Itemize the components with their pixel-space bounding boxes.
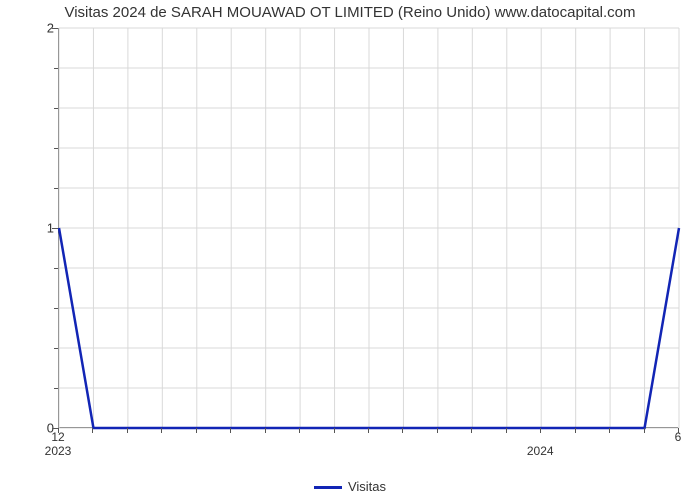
x-month-label: 6 (675, 430, 682, 444)
x-tick (127, 428, 128, 433)
x-tick (161, 428, 162, 433)
x-tick (644, 428, 645, 433)
x-tick (540, 428, 541, 433)
y-tick (54, 148, 58, 149)
y-tick (54, 268, 58, 269)
chart-title: Visitas 2024 de SARAH MOUAWAD OT LIMITED… (0, 4, 700, 21)
x-year-label: 2024 (527, 444, 554, 458)
x-tick (471, 428, 472, 433)
y-tick (54, 388, 58, 389)
plot-area (58, 28, 678, 428)
y-tick (54, 68, 58, 69)
x-tick (506, 428, 507, 433)
x-tick (402, 428, 403, 433)
x-tick (299, 428, 300, 433)
chart-svg (59, 28, 678, 427)
x-tick (230, 428, 231, 433)
x-tick (368, 428, 369, 433)
x-tick (92, 428, 93, 433)
x-tick (265, 428, 266, 433)
x-month-label: 12 (51, 430, 64, 444)
line-chart: Visitas 2024 de SARAH MOUAWAD OT LIMITED… (0, 0, 700, 500)
y-tick (54, 188, 58, 189)
legend-label: Visitas (348, 479, 386, 494)
y-tick (54, 348, 58, 349)
x-tick (334, 428, 335, 433)
x-tick (609, 428, 610, 433)
x-tick (437, 428, 438, 433)
x-tick (196, 428, 197, 433)
y-tick (52, 228, 58, 229)
y-tick (52, 28, 58, 29)
y-tick (54, 108, 58, 109)
x-tick (575, 428, 576, 433)
y-tick (54, 308, 58, 309)
legend-swatch (314, 486, 342, 489)
x-year-label: 2023 (45, 444, 72, 458)
legend: Visitas (0, 479, 700, 494)
